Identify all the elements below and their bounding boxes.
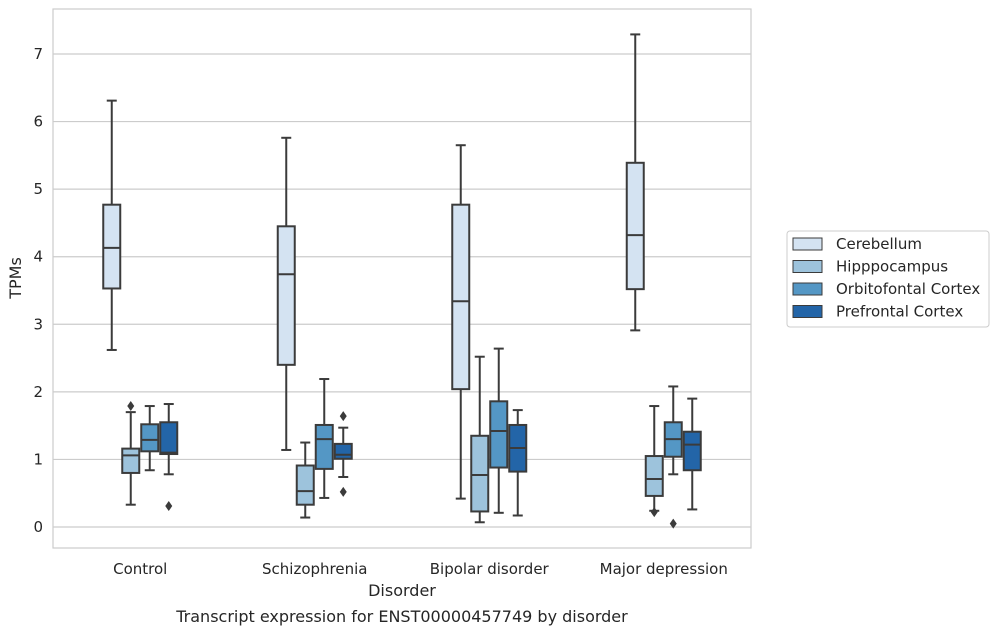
legend-swatch	[792, 282, 823, 296]
y-tick-label: 3	[33, 315, 43, 333]
y-tick-label: 7	[33, 45, 43, 63]
x-tick-label: Major depression	[600, 560, 728, 578]
box-body	[140, 423, 160, 453]
y-axis-label: TPMs	[6, 257, 25, 300]
outlier-point	[339, 486, 347, 497]
box-0-3	[159, 403, 179, 512]
y-tick-label: 6	[33, 113, 43, 131]
box-body	[159, 421, 179, 456]
box-0-2	[140, 405, 160, 472]
box-body	[314, 423, 334, 470]
outlier-point	[669, 518, 677, 529]
box-2-2	[489, 347, 509, 514]
legend-swatch	[792, 260, 823, 273]
box-body	[121, 447, 141, 474]
x-tick-label: Schizophrenia	[262, 560, 367, 578]
box-body	[102, 203, 122, 290]
x-tick-labels: Control Schizophrenia Bipolar disorder Majo…	[113, 560, 728, 578]
box-0-0	[102, 99, 122, 351]
box-3-1	[644, 405, 664, 518]
y-tick-label: 1	[33, 450, 43, 468]
box-3-0	[625, 33, 645, 332]
box-body	[333, 442, 353, 460]
box-body	[644, 455, 664, 497]
box-3-3	[682, 397, 702, 511]
box-2-0	[451, 144, 471, 500]
legend-label: Prefrontal Cortex	[836, 303, 963, 321]
outlier-point	[127, 401, 135, 412]
chart-caption: Transcript expression for ENST0000045774…	[175, 607, 628, 626]
box-body	[451, 203, 471, 391]
box-3-2	[663, 385, 683, 529]
y-tick-label: 2	[33, 383, 43, 401]
box-2-1	[470, 355, 490, 524]
legend-items: Cerebellum Hipppocampus Orbitofontal Corte…	[792, 235, 980, 321]
plot-frame	[52, 8, 752, 549]
outlier-point	[650, 507, 658, 518]
box-body	[682, 430, 702, 472]
box-body	[489, 400, 509, 469]
box-series	[102, 33, 702, 529]
legend-label: Cerebellum	[836, 235, 922, 253]
legend-frame	[786, 230, 990, 328]
y-tick-label: 0	[33, 518, 43, 536]
box-2-3	[508, 409, 528, 517]
box-1-1	[295, 441, 315, 519]
box-1-2	[314, 378, 334, 499]
box-body	[470, 434, 490, 513]
y-tick-label: 5	[33, 180, 43, 198]
legend-label: Hipppocampus	[836, 258, 948, 276]
legend-swatch	[792, 237, 823, 251]
legend: Cerebellum Hipppocampus Orbitofontal Corte…	[786, 230, 990, 328]
box-1-0	[276, 136, 296, 451]
box-body	[625, 161, 645, 291]
x-tick-label: Control	[113, 560, 167, 578]
x-tick-label: Bipolar disorder	[430, 560, 550, 578]
box-body	[276, 225, 296, 366]
box-1-3	[333, 411, 353, 497]
y-tick-label: 4	[33, 248, 43, 266]
box-body	[295, 464, 315, 506]
legend-label: Orbitofontal Cortex	[836, 280, 980, 298]
outlier-point	[339, 411, 347, 422]
box-0-1	[121, 401, 141, 506]
x-axis-label: Disorder	[368, 581, 436, 600]
y-tick-labels: 0 1 2 3 4 5 6 7	[33, 45, 43, 536]
legend-swatch	[792, 305, 823, 318]
outlier-point	[165, 501, 173, 512]
